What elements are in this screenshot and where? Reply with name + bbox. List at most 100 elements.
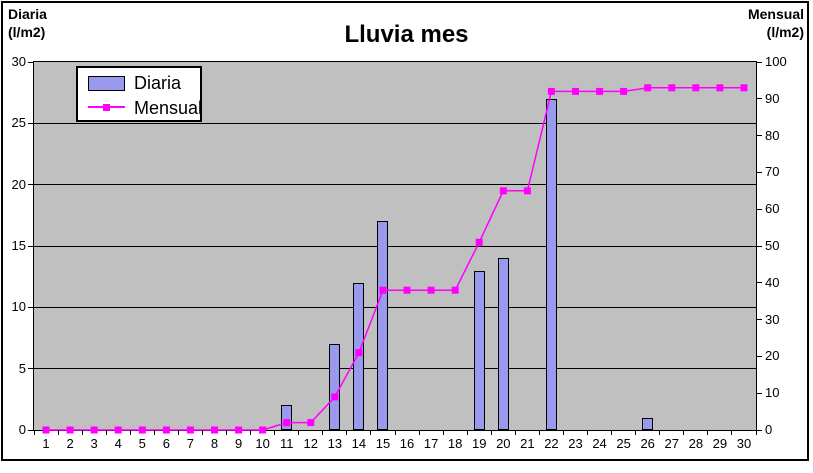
- mensual-marker-day-19: [475, 238, 483, 246]
- right-axis-title-line1: Mensual: [747, 6, 804, 22]
- right-axis-tick-0: [756, 429, 762, 431]
- x-axis-tick-6: [177, 430, 179, 435]
- right-axis-label-90: 90: [765, 90, 780, 106]
- left-axis-label-25: 25: [11, 115, 26, 131]
- mensual-marker-day-4: [114, 426, 122, 434]
- x-axis-label-14: 14: [351, 436, 367, 451]
- right-axis-tick-90: [756, 98, 762, 100]
- x-axis-tick-15: [394, 430, 396, 435]
- left-axis-label-15: 15: [11, 238, 26, 253]
- mensual-marker-day-10: [259, 426, 267, 434]
- x-axis-tick-23: [587, 430, 589, 435]
- x-axis-label-21: 21: [520, 436, 535, 451]
- legend-item-mensual: Mensual: [88, 96, 203, 120]
- left-axis-tick-10: [28, 306, 34, 308]
- right-axis-label-80: 80: [765, 127, 780, 143]
- left-axis-tick-30: [28, 61, 34, 63]
- left-axis-label-5: 5: [18, 360, 26, 376]
- x-axis-tick-10: [274, 430, 276, 435]
- x-axis-tick-8: [226, 430, 228, 435]
- x-axis-label-26: 26: [640, 436, 655, 451]
- gridline-15: [34, 245, 756, 247]
- mensual-marker-day-26: [644, 84, 652, 92]
- left-axis-title: Diaria (l/m2): [8, 5, 47, 41]
- legend-label-diaria: Diaria: [134, 73, 182, 94]
- x-axis-label-27: 27: [664, 436, 679, 451]
- mensual-marker-day-29: [716, 84, 724, 92]
- x-axis-label-30: 30: [736, 436, 752, 451]
- x-axis-label-4: 4: [114, 436, 122, 451]
- x-axis-tick-28: [707, 430, 709, 435]
- left-axis-label-20: 20: [11, 176, 26, 192]
- x-axis-label-29: 29: [712, 436, 728, 451]
- right-axis-label-60: 60: [765, 201, 780, 217]
- x-axis-tick-26: [659, 430, 661, 435]
- left-axis-tick-15: [28, 245, 34, 247]
- chart-title: Lluvia mes: [344, 21, 469, 48]
- mensual-marker-day-1: [42, 426, 50, 434]
- x-axis-label-9: 9: [234, 436, 243, 451]
- right-axis-title-line2: (l/m2): [766, 24, 804, 40]
- x-axis-label-11: 11: [279, 436, 294, 451]
- mensual-marker-day-18: [451, 286, 459, 294]
- x-axis-label-10: 10: [255, 436, 270, 451]
- right-axis-tick-40: [756, 282, 762, 284]
- x-axis-tick-9: [250, 430, 252, 435]
- mensual-marker-day-21: [523, 187, 531, 195]
- right-axis-label-30: 30: [765, 311, 780, 327]
- x-axis-tick-0: [33, 430, 35, 435]
- mensual-marker-day-3: [90, 426, 98, 434]
- mensual-marker-day-17: [427, 286, 435, 294]
- bar-day-20: [497, 258, 509, 430]
- x-axis-label-25: 25: [616, 436, 631, 451]
- bar-day-26: [642, 417, 654, 430]
- mensual-marker-day-5: [138, 426, 146, 434]
- mensual-marker-day-30: [740, 84, 748, 92]
- mensual-marker-day-13: [331, 393, 339, 401]
- bar-day-19: [473, 270, 485, 430]
- x-axis-label-16: 16: [399, 436, 415, 451]
- gridline-25: [34, 122, 756, 124]
- x-axis-tick-22: [562, 430, 564, 435]
- mensual-marker-day-12: [307, 419, 315, 427]
- right-axis-label-0: 0: [765, 422, 773, 437]
- x-axis-tick-17: [442, 430, 444, 435]
- left-axis-tick-20: [28, 184, 34, 186]
- x-axis-tick-1: [57, 430, 59, 435]
- mensual-line-layer: [42, 84, 748, 434]
- mensual-marker-day-14: [355, 349, 363, 357]
- mensual-marker-day-16: [403, 286, 411, 294]
- mensual-marker-day-25: [620, 87, 628, 95]
- right-axis-label-50: 50: [765, 238, 780, 253]
- mensual-marker-day-2: [66, 426, 74, 434]
- legend-item-diaria: Diaria: [88, 71, 200, 95]
- x-axis-tick-21: [538, 430, 540, 435]
- x-axis-tick-27: [683, 430, 685, 435]
- x-axis-tick-29: [731, 430, 733, 435]
- gridline-10: [34, 306, 756, 308]
- legend: Diaria Mensual: [76, 66, 202, 122]
- x-axis-tick-18: [466, 430, 468, 435]
- left-axis-title-line2: (l/m2): [8, 24, 46, 40]
- x-axis-tick-4: [129, 430, 131, 435]
- right-axis-label-10: 10: [765, 385, 780, 401]
- x-axis-tick-30: [755, 430, 757, 435]
- x-axis-label-24: 24: [592, 436, 607, 451]
- x-axis-label-2: 2: [66, 436, 74, 451]
- x-axis-label-13: 13: [327, 436, 343, 451]
- legend-label-mensual: Mensual: [134, 97, 203, 118]
- right-axis-tick-60: [756, 208, 762, 210]
- x-axis-tick-7: [201, 430, 203, 435]
- left-axis-label-10: 10: [11, 299, 26, 315]
- right-axis-label-100: 100: [765, 54, 787, 69]
- left-axis-tick-5: [28, 368, 34, 370]
- x-axis-label-1: 1: [42, 436, 50, 451]
- left-axis-label-30: 30: [11, 54, 26, 69]
- right-axis-title: Mensual (l/m2): [748, 5, 804, 41]
- x-axis-tick-11: [298, 430, 300, 435]
- x-axis-label-6: 6: [162, 436, 170, 451]
- right-axis-tick-70: [756, 171, 762, 173]
- mensual-marker-day-28: [692, 84, 700, 92]
- x-axis-label-12: 12: [303, 436, 318, 451]
- mensual-marker-day-8: [211, 426, 218, 434]
